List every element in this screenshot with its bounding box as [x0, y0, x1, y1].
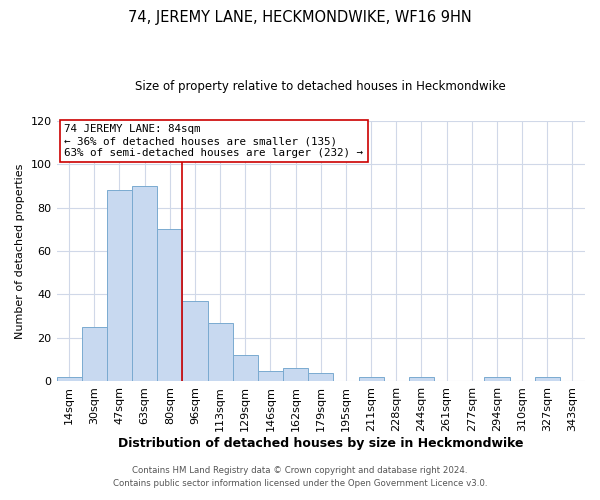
- Bar: [283, 368, 308, 382]
- Bar: [182, 301, 208, 382]
- Bar: [359, 377, 383, 382]
- Bar: [157, 230, 182, 382]
- Y-axis label: Number of detached properties: Number of detached properties: [15, 164, 25, 338]
- Bar: [132, 186, 157, 382]
- Text: 74, JEREMY LANE, HECKMONDWIKE, WF16 9HN: 74, JEREMY LANE, HECKMONDWIKE, WF16 9HN: [128, 10, 472, 25]
- Bar: [107, 190, 132, 382]
- Text: 74 JEREMY LANE: 84sqm
← 36% of detached houses are smaller (135)
63% of semi-det: 74 JEREMY LANE: 84sqm ← 36% of detached …: [64, 124, 364, 158]
- Bar: [535, 377, 560, 382]
- Bar: [208, 323, 233, 382]
- Bar: [484, 377, 509, 382]
- Title: Size of property relative to detached houses in Heckmondwike: Size of property relative to detached ho…: [136, 80, 506, 93]
- Bar: [308, 373, 334, 382]
- X-axis label: Distribution of detached houses by size in Heckmondwike: Distribution of detached houses by size …: [118, 437, 524, 450]
- Text: Contains HM Land Registry data © Crown copyright and database right 2024.
Contai: Contains HM Land Registry data © Crown c…: [113, 466, 487, 487]
- Bar: [56, 377, 82, 382]
- Bar: [82, 327, 107, 382]
- Bar: [258, 370, 283, 382]
- Bar: [233, 356, 258, 382]
- Bar: [409, 377, 434, 382]
